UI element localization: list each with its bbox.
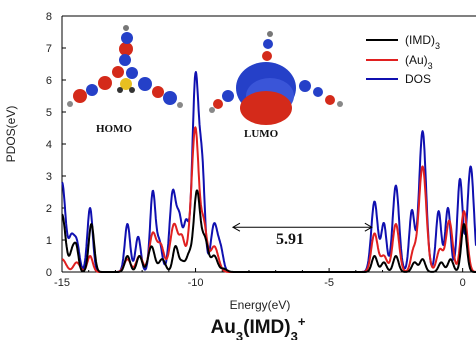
y-tick-label: 1 [46,235,52,247]
y-tick-label: 8 [46,11,52,23]
imd3-series-line [61,189,476,273]
gap-annotation-label: 5.91 [276,231,304,248]
gap-arrow-head-right [364,222,373,232]
legend-label-dos: DOS [405,72,431,86]
x-tick-label: -10 [188,277,204,289]
y-axis-label: PDOS(eV) [4,106,18,163]
y-tick-label: 2 [46,203,52,215]
x-axis-label: Energy(eV) [230,298,291,312]
y-tick-label: 3 [46,171,52,183]
y-tick-label: 0 [46,267,52,279]
lumo-label: LUMO [244,128,279,140]
y-tick-label: 7 [46,43,52,55]
y-tick-label: 4 [46,139,52,151]
x-tick-label: -15 [54,277,70,289]
y-tick-label: 5 [46,107,52,119]
legend: (IMD)3 (Au)3 DOS [366,33,440,86]
x-tick-label: 0 [460,277,466,289]
lumo-orbital-inset: LUMO [209,31,343,140]
y-tick-label: 6 [46,75,52,87]
homo-label: HOMO [96,123,132,135]
homo-orbital-inset: HOMO [67,25,183,135]
x-tick-label: -5 [324,277,334,289]
chart-title: Au3(IMD)3+ [211,314,306,340]
gap-arrow-head-left [231,222,241,232]
legend-label-au: (Au)3 [405,53,433,71]
plot-area: 0 1 2 3 4 5 6 7 8 -15 -10 -5 0 [46,11,476,289]
legend-label-imd: (IMD)3 [405,33,440,51]
